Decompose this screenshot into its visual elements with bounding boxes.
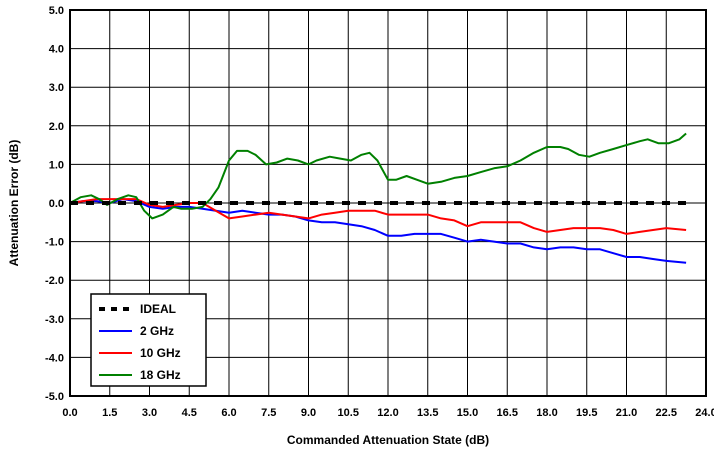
x-tick-label: 12.0 xyxy=(377,407,398,419)
y-tick-label: -2.0 xyxy=(45,275,64,287)
x-tick-label: 4.5 xyxy=(182,407,197,419)
x-tick-label: 13.5 xyxy=(417,407,438,419)
y-tick-label: 5.0 xyxy=(49,5,64,17)
x-tick-label: 22.5 xyxy=(656,407,677,419)
y-tick-label: 4.0 xyxy=(49,44,64,56)
x-tick-label: 3.0 xyxy=(142,407,157,419)
x-tick-label: 7.5 xyxy=(261,407,276,419)
y-tick-label: 0.0 xyxy=(49,198,64,210)
x-tick-label: 18.0 xyxy=(536,407,557,419)
x-tick-label: 24.0 xyxy=(695,407,714,419)
series-line-18-ghz xyxy=(69,132,687,220)
x-tick-labels: 0.0 1.5 3.0 4.5 6.0 7.5 9.0 10.5 12.0 13.5 15.0 16.… xyxy=(62,407,714,419)
y-axis-title: Attenuation Error (dB) xyxy=(7,140,21,267)
legend-label: 10 GHz xyxy=(140,346,181,360)
x-tick-label: 0.0 xyxy=(62,407,77,419)
y-tick-labels: 5.0 4.0 3.0 2.0 1.0 0.0 -1.0 -2.0 -3.0 -4.0 -5.0 xyxy=(45,5,64,403)
legend-items: IDEAL 2 GHz 10 GHz 18 GHz xyxy=(99,302,181,382)
x-tick-label: 15.0 xyxy=(457,407,478,419)
x-tick-label: 1.5 xyxy=(102,407,117,419)
x-tick-label: 10.5 xyxy=(338,407,359,419)
series-line-10-ghz xyxy=(69,198,687,235)
legend: IDEAL 2 GHz 10 GHz 18 GHz xyxy=(90,293,207,387)
x-tick-label: 6.0 xyxy=(221,407,236,419)
legend-label: IDEAL xyxy=(140,302,176,316)
y-tick-label: -1.0 xyxy=(45,237,64,249)
legend-label: 2 GHz xyxy=(140,324,174,338)
plot-frame xyxy=(69,9,707,397)
y-tick-label: -4.0 xyxy=(45,352,64,364)
y-tick-label: 1.0 xyxy=(49,159,64,171)
series-lines xyxy=(69,132,687,264)
legend-box xyxy=(90,293,207,387)
x-tick-label: 16.5 xyxy=(497,407,518,419)
legend-label: 18 GHz xyxy=(140,368,181,382)
x-tick-label: 21.0 xyxy=(616,407,637,419)
x-tick-label: 19.5 xyxy=(576,407,597,419)
y-tick-label: -5.0 xyxy=(45,391,64,403)
y-tick-label: -3.0 xyxy=(45,314,64,326)
x-axis-title: Commanded Attenuation State (dB) xyxy=(287,433,489,447)
x-tick-label: 9.0 xyxy=(301,407,316,419)
series-line-2-ghz xyxy=(69,198,687,264)
y-tick-label: 2.0 xyxy=(49,121,64,133)
y-tick-label: 3.0 xyxy=(49,82,64,94)
